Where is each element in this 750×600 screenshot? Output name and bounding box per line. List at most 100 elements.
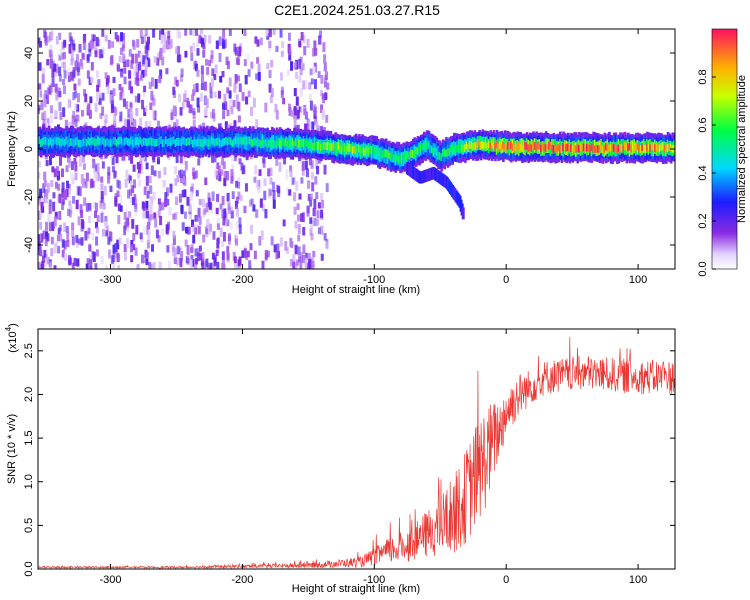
ridge-cell — [403, 151, 407, 160]
noise-speckle — [224, 121, 228, 131]
noise-speckle — [77, 238, 81, 245]
noise-speckle — [253, 176, 257, 183]
ridge-cell — [291, 138, 295, 147]
ridge-cell — [342, 143, 345, 152]
ridge-cell — [93, 138, 97, 147]
noise-speckle — [257, 63, 261, 73]
ridge-cell — [263, 139, 266, 148]
noise-speckle — [320, 225, 324, 235]
noise-speckle — [39, 249, 43, 257]
noise-speckle — [216, 237, 220, 244]
noise-speckle — [78, 186, 82, 197]
ridge-cell — [571, 145, 575, 154]
noise-speckle — [69, 205, 73, 214]
noise-speckle — [129, 107, 133, 115]
noise-speckle — [130, 255, 134, 263]
y-scale-factor: (x104) — [4, 323, 19, 353]
ridge-cell — [71, 138, 75, 147]
noise-speckle — [203, 260, 207, 269]
noise-speckle — [282, 219, 286, 227]
ridge-cell — [377, 148, 380, 157]
ridge-cell — [562, 143, 565, 151]
ridge-cell — [198, 138, 201, 147]
noise-speckle — [312, 66, 316, 75]
noise-speckle — [71, 177, 75, 185]
noise-speckle — [313, 208, 317, 217]
ridge-cell — [316, 142, 320, 150]
noise-speckle — [94, 263, 98, 269]
ridge-cell — [511, 143, 515, 152]
noise-speckle — [307, 252, 311, 262]
noise-speckle — [118, 180, 122, 190]
noise-speckle — [58, 54, 62, 61]
noise-speckle — [308, 159, 312, 166]
noise-speckle — [301, 161, 305, 171]
noise-speckle — [175, 46, 179, 54]
noise-speckle — [293, 106, 297, 116]
noise-speckle — [143, 34, 147, 43]
ridge-cell — [345, 146, 349, 154]
noise-speckle — [230, 106, 234, 115]
ridge-cell — [81, 139, 84, 148]
noise-speckle — [189, 191, 193, 201]
noise-speckle — [181, 190, 185, 198]
noise-speckle — [71, 39, 75, 47]
noise-speckle — [112, 88, 116, 96]
ridge-cell — [41, 138, 45, 146]
noise-speckle — [154, 78, 158, 89]
ridge-cell — [666, 144, 670, 152]
ridge-cell — [521, 141, 524, 150]
noise-speckle — [176, 46, 180, 55]
noise-speckle — [270, 59, 274, 68]
noise-speckle — [112, 76, 116, 83]
noise-speckle — [300, 105, 304, 116]
noise-speckle — [75, 199, 79, 210]
noise-speckle — [175, 152, 179, 163]
noise-speckle — [209, 111, 213, 119]
noise-speckle — [211, 191, 215, 201]
ridge-cell — [465, 141, 469, 150]
noise-speckle — [49, 105, 53, 114]
ridge-cell — [313, 142, 317, 151]
noise-speckle — [306, 118, 310, 126]
noise-speckle — [312, 250, 316, 258]
noise-speckle — [183, 189, 187, 198]
noise-speckle — [316, 125, 320, 136]
noise-speckle — [96, 84, 100, 93]
ridge-cell — [114, 137, 117, 145]
noise-speckle — [213, 91, 217, 98]
x-tick-label: -100 — [363, 574, 385, 586]
noise-speckle — [67, 72, 71, 82]
noise-speckle — [128, 152, 132, 161]
noise-speckle — [68, 43, 72, 54]
noise-speckle — [74, 103, 78, 111]
ridge-cell — [388, 150, 391, 159]
ridge-cell — [661, 142, 665, 150]
ridge-cell — [426, 141, 429, 150]
noise-speckle — [149, 213, 153, 220]
noise-speckle — [125, 101, 129, 110]
noise-speckle — [226, 109, 230, 117]
noise-speckle — [326, 82, 330, 90]
noise-speckle — [293, 206, 297, 215]
noise-speckle — [94, 172, 98, 182]
noise-speckle — [194, 170, 198, 179]
noise-speckle — [38, 261, 41, 269]
noise-speckle — [205, 258, 209, 268]
ridge-cell — [638, 143, 641, 152]
noise-speckle — [62, 85, 66, 95]
noise-speckle — [320, 75, 324, 84]
noise-speckle — [58, 91, 62, 98]
noise-speckle — [235, 207, 239, 217]
noise-speckle — [105, 225, 109, 232]
ridge-cell — [384, 149, 388, 158]
noise-speckle — [40, 233, 44, 243]
noise-speckle — [167, 36, 171, 45]
noise-speckle — [145, 258, 149, 266]
noise-speckle — [304, 160, 308, 170]
noise-speckle — [109, 185, 113, 193]
noise-speckle — [308, 82, 312, 90]
noise-speckle — [43, 99, 47, 108]
noise-speckle — [102, 199, 106, 209]
noise-speckle — [201, 252, 205, 262]
